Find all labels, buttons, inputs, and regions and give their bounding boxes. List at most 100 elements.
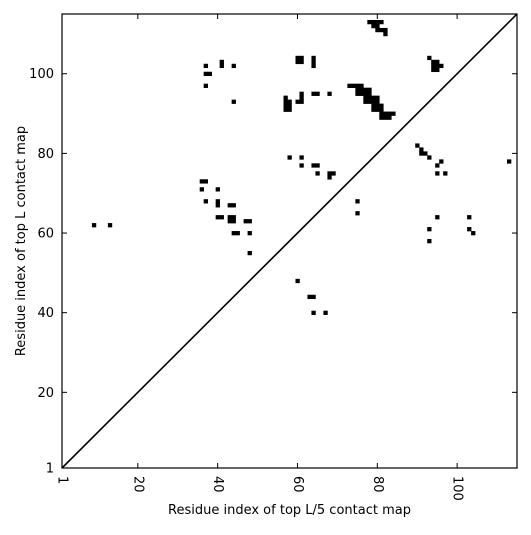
contact-point xyxy=(431,59,436,65)
contact-point xyxy=(427,239,432,244)
contact-point xyxy=(287,103,292,108)
contact-point xyxy=(351,83,356,88)
contact-point xyxy=(371,107,376,112)
contact-point xyxy=(203,83,208,88)
contact-point xyxy=(295,59,300,65)
contact-point xyxy=(295,55,300,61)
contact-point xyxy=(435,63,440,69)
contact-point xyxy=(203,63,208,69)
contact-point xyxy=(507,159,512,164)
contact-point xyxy=(363,99,368,104)
x-tick-label: 40 xyxy=(210,476,225,493)
contact-point xyxy=(419,151,424,156)
contact-point xyxy=(227,215,232,220)
contact-point xyxy=(299,59,304,65)
contact-point xyxy=(431,67,436,73)
contact-point xyxy=(439,159,444,164)
contact-point xyxy=(387,111,392,116)
contact-point xyxy=(107,223,113,228)
y-tick-label: 20 xyxy=(37,386,54,401)
y-axis-label: Residue index of top L contact map xyxy=(14,126,29,356)
contact-point xyxy=(219,215,224,220)
x-tick-label: 80 xyxy=(370,476,385,493)
contact-point xyxy=(323,310,328,315)
x-axis-label: Residue index of top L/5 contact map xyxy=(168,503,411,518)
contact-point xyxy=(299,155,304,160)
contact-point xyxy=(379,103,384,108)
contact-point xyxy=(371,95,376,100)
contact-point xyxy=(347,83,352,88)
contact-point xyxy=(231,63,236,69)
contact-point xyxy=(311,63,316,69)
contact-point xyxy=(207,71,212,77)
contact-point xyxy=(231,219,236,224)
contact-point xyxy=(375,103,380,108)
contact-point xyxy=(359,83,364,88)
contact-point xyxy=(199,187,204,192)
contact-point xyxy=(435,171,440,176)
contact-point xyxy=(203,71,208,77)
contact-point xyxy=(427,55,432,61)
contact-point xyxy=(327,175,332,180)
contact-point xyxy=(231,203,236,208)
contact-point xyxy=(311,310,316,315)
contact-point xyxy=(299,55,304,61)
contact-point xyxy=(331,171,336,176)
contact-point xyxy=(375,23,380,29)
x-tick-label: 1 xyxy=(55,476,70,484)
contact-point xyxy=(427,227,432,232)
contact-point xyxy=(383,111,388,116)
contact-point xyxy=(227,203,232,208)
contact-point xyxy=(375,27,380,33)
contact-point xyxy=(363,87,368,92)
contact-point xyxy=(367,91,372,96)
contact-point xyxy=(299,91,304,96)
contact-point xyxy=(367,99,372,104)
contact-point xyxy=(295,278,300,284)
contact-point xyxy=(355,87,360,92)
contact-point xyxy=(371,103,376,108)
contact-point xyxy=(367,87,372,92)
contact-point xyxy=(231,215,236,220)
contact-point xyxy=(283,95,288,100)
y-tick-label: 60 xyxy=(37,227,54,242)
contact-point xyxy=(387,115,392,120)
contact-point xyxy=(375,99,380,104)
contact-point xyxy=(467,227,472,232)
contact-point xyxy=(227,219,232,224)
contact-point xyxy=(247,231,252,236)
contact-point xyxy=(299,99,304,104)
diagonal-line xyxy=(61,13,518,469)
contact-point xyxy=(379,115,384,120)
contact-point xyxy=(375,107,380,112)
contact-point xyxy=(443,171,448,176)
contact-point xyxy=(371,99,376,104)
contact-point xyxy=(359,87,364,92)
x-tick-label: 100 xyxy=(450,476,465,501)
contact-point xyxy=(439,63,444,69)
contact-point xyxy=(299,163,304,168)
contact-point xyxy=(91,223,97,228)
contact-point xyxy=(231,231,236,236)
contact-point xyxy=(467,215,472,220)
contact-point xyxy=(363,91,368,96)
contact-point xyxy=(355,211,360,216)
contact-point xyxy=(215,203,220,208)
contact-point xyxy=(379,107,384,112)
contact-point xyxy=(283,107,288,112)
contact-point xyxy=(327,171,332,176)
contact-point xyxy=(435,67,440,73)
contact-point xyxy=(219,63,224,69)
contact-point xyxy=(199,179,204,184)
contact-point xyxy=(383,27,388,33)
contact-point xyxy=(215,215,220,220)
x-tick-label: 60 xyxy=(290,476,305,493)
contact-point xyxy=(383,115,388,120)
contact-point xyxy=(311,59,316,65)
contact-point xyxy=(307,294,312,300)
y-tick-label: 80 xyxy=(37,147,54,162)
contact-point xyxy=(355,91,360,96)
